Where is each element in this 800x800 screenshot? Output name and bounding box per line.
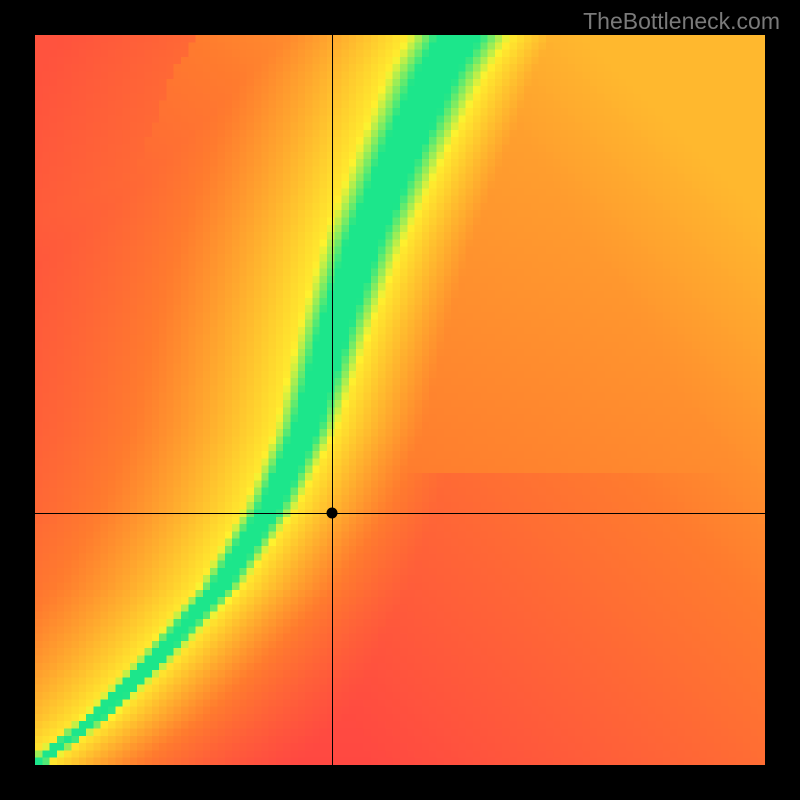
watermark-text: TheBottleneck.com — [583, 8, 780, 35]
crosshair-marker — [327, 508, 338, 519]
heatmap-canvas — [35, 35, 765, 765]
crosshair-horizontal — [35, 513, 765, 514]
crosshair-vertical — [332, 35, 333, 765]
plot-area — [35, 35, 765, 765]
